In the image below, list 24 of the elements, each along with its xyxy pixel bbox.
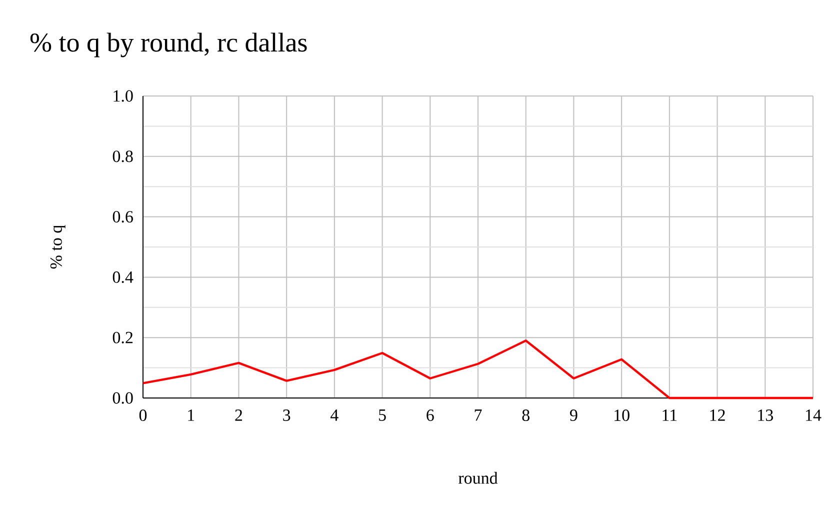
x-tick-label: 3 (283, 410, 290, 421)
x-tick-label: 10 (614, 410, 630, 422)
y-tick-label: 0.2 (112, 332, 133, 344)
x-tick-label: 7 (474, 410, 482, 421)
y-axis-title: % to q (50, 225, 66, 269)
x-tick-label: 0 (139, 410, 147, 422)
x-tick-label: 4 (330, 410, 338, 421)
y-tick-label: 1.0 (114, 90, 133, 102)
x-tick-label: 5 (379, 410, 386, 421)
y-tick-label: 0.8 (112, 150, 133, 162)
x-tick-label: 9 (570, 410, 578, 421)
x-tick-label: 14 (806, 410, 822, 421)
x-tick-label: 2 (235, 410, 242, 421)
chart-title: % to q by round, rc dallas (30, 32, 307, 58)
x-tick-label: 12 (710, 410, 725, 421)
x-tick-label: 13 (758, 410, 773, 421)
y-tick-label: 0.4 (112, 271, 134, 283)
y-tick-label: 0.6 (112, 211, 133, 223)
x-tick-label: 6 (426, 410, 434, 421)
x-axis-title: round (458, 472, 498, 484)
y-tick-label: 0.0 (112, 392, 133, 404)
x-tick-label: 11 (662, 410, 677, 421)
x-tick-label: 8 (522, 410, 530, 422)
x-tick-label: 1 (188, 410, 194, 421)
